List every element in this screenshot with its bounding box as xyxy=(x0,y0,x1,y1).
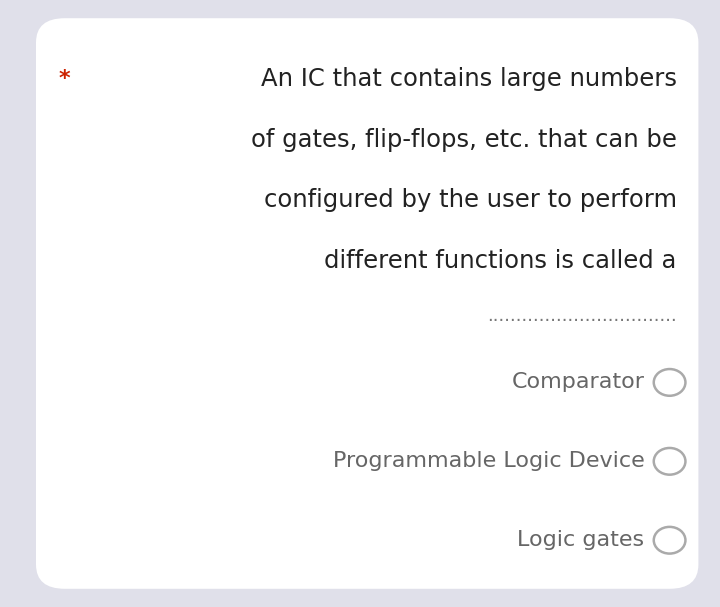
FancyBboxPatch shape xyxy=(36,18,698,589)
Text: Logic gates: Logic gates xyxy=(517,531,644,550)
Text: Comparator: Comparator xyxy=(511,373,644,392)
Text: different functions is called a: different functions is called a xyxy=(325,249,677,273)
Text: .................................: ................................. xyxy=(487,307,677,325)
Text: An IC that contains large numbers: An IC that contains large numbers xyxy=(261,67,677,91)
Text: Programmable Logic Device: Programmable Logic Device xyxy=(333,452,644,471)
Text: configured by the user to perform: configured by the user to perform xyxy=(264,188,677,212)
Text: *: * xyxy=(59,69,71,89)
Text: of gates, flip-flops, etc. that can be: of gates, flip-flops, etc. that can be xyxy=(251,127,677,152)
